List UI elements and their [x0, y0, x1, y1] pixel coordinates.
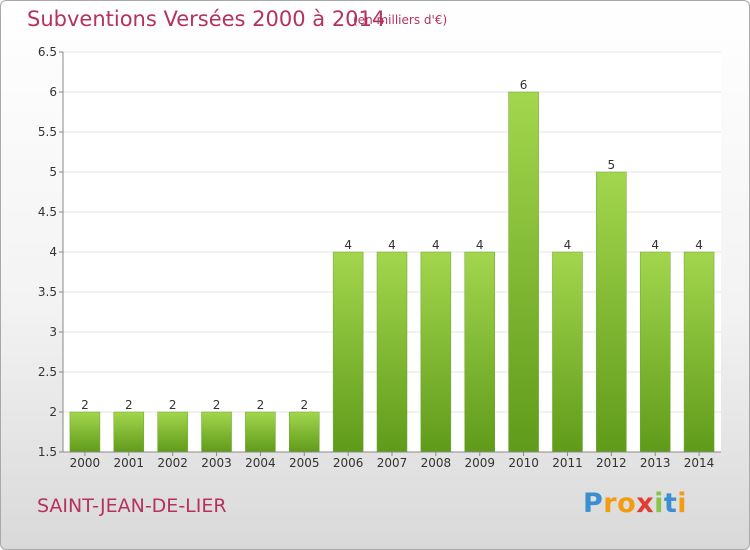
- bar-2012: [596, 171, 627, 453]
- data-label: 4: [651, 238, 659, 252]
- bar-2014: [683, 251, 715, 453]
- bar-2004: [245, 411, 276, 453]
- y-tick-label: 4: [49, 245, 57, 259]
- bar-2006: [332, 251, 364, 453]
- bar-2000: [69, 411, 101, 453]
- x-tick-label: 2014: [684, 456, 715, 470]
- y-tick-label: 4.5: [38, 205, 57, 219]
- x-tick-label: 2003: [201, 456, 232, 470]
- x-tick-label: 2007: [377, 456, 408, 470]
- data-label: 4: [695, 238, 703, 252]
- x-tick-label: 2011: [552, 456, 583, 470]
- y-tick-labels: 1.5 2 2.5 3 3.5 4 4.5 5 5.5 6 6.5: [38, 45, 63, 459]
- commune-name: SAINT-JEAN-DE-LIER: [37, 495, 227, 517]
- data-label: 4: [476, 238, 484, 252]
- y-tick-label: 5.5: [38, 125, 57, 139]
- data-label: 4: [564, 238, 572, 252]
- bar-2005: [289, 411, 320, 453]
- y-tick-label: 6.5: [38, 45, 57, 59]
- data-label: 5: [608, 158, 616, 172]
- bar-2010: [508, 91, 539, 453]
- y-tick-label: 1.5: [38, 445, 57, 459]
- x-tick-labels: 2000 2001 2002 2003 2004 2005 2006 2007 2008 2009…: [70, 452, 715, 470]
- x-tick-label: 2006: [333, 456, 364, 470]
- data-label: 4: [388, 238, 396, 252]
- data-label: 2: [257, 398, 265, 412]
- y-tick-label: 2.5: [38, 365, 57, 379]
- x-tick-label: 2008: [421, 456, 452, 470]
- y-tick-label: 3: [49, 325, 57, 339]
- data-label: 2: [213, 398, 221, 412]
- x-tick-label: 2001: [114, 456, 145, 470]
- data-label: 2: [300, 398, 308, 412]
- data-label: 2: [169, 398, 177, 412]
- bar-2001: [113, 411, 145, 453]
- data-label: 4: [432, 238, 440, 252]
- chart-title: Subventions Versées 2000 à 2014: [27, 7, 386, 31]
- y-tick-label: 5: [49, 165, 57, 179]
- chart-unit-label: (en milliers d'€): [353, 13, 448, 27]
- proxiti-logo: Proxiti: [583, 488, 688, 519]
- bar-2003: [201, 411, 232, 453]
- x-tick-label: 2013: [640, 456, 671, 470]
- bar-2011: [552, 251, 583, 453]
- data-label: 6: [520, 78, 528, 92]
- y-tick-label: 2: [49, 405, 57, 419]
- y-tick-label: 6: [49, 85, 57, 99]
- bar-2009: [464, 251, 495, 453]
- x-tick-label: 2010: [508, 456, 539, 470]
- bar-2002: [157, 411, 188, 453]
- x-tick-label: 2000: [70, 456, 101, 470]
- bar-2007: [376, 251, 408, 453]
- y-tick-label: 3.5: [38, 285, 57, 299]
- x-tick-label: 2002: [157, 456, 188, 470]
- data-label: 4: [344, 238, 352, 252]
- x-tick-label: 2004: [245, 456, 276, 470]
- x-tick-label: 2009: [464, 456, 495, 470]
- data-label: 2: [81, 398, 89, 412]
- bar-2008: [420, 251, 452, 453]
- x-tick-label: 2005: [289, 456, 320, 470]
- bar-2013: [639, 251, 671, 453]
- data-label: 2: [125, 398, 133, 412]
- bars: [69, 91, 715, 453]
- data-labels: 2 2 2 2 2 2 4 4 4 4 6 4 5 4 4: [81, 78, 703, 412]
- x-tick-label: 2012: [596, 456, 627, 470]
